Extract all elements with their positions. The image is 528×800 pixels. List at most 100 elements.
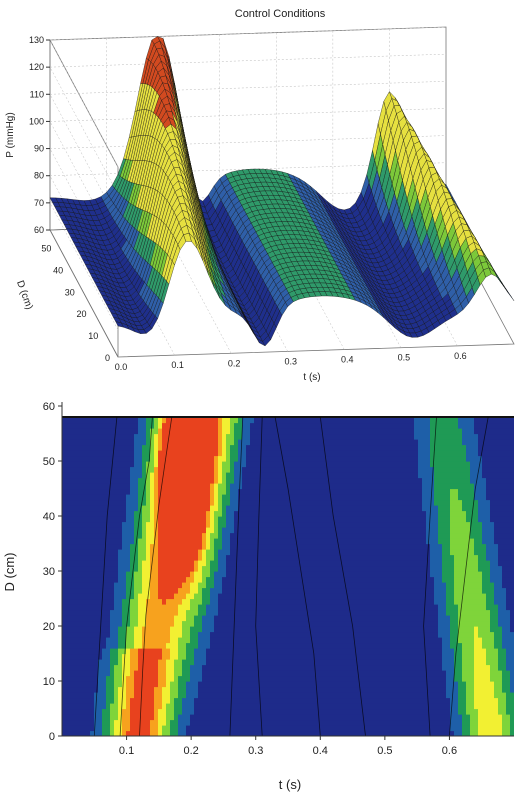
heatmap-cell xyxy=(234,521,239,528)
heatmap-cell xyxy=(230,565,235,572)
heatmap-cell xyxy=(246,686,251,693)
heatmap-cell xyxy=(234,483,239,490)
heatmap-cell xyxy=(138,576,143,583)
heatmap-cell xyxy=(154,659,159,666)
heatmap-cell xyxy=(210,571,215,578)
heatmap-cell xyxy=(66,565,71,572)
heatmap-cell xyxy=(114,609,119,616)
heatmap-cell xyxy=(146,417,151,424)
heatmap-cell xyxy=(154,532,159,539)
heatmap-cell xyxy=(86,417,91,424)
heatmap-cell xyxy=(78,549,83,556)
heatmap-cell xyxy=(210,615,215,622)
heatmap-cell xyxy=(250,719,255,726)
heatmap-cell xyxy=(94,642,99,649)
heatmap-cell xyxy=(62,675,67,682)
heatmap-cell xyxy=(174,532,179,539)
heatmap-cell xyxy=(78,428,83,435)
heatmap-cell xyxy=(86,615,91,622)
contour-y-axis-label: D (cm) xyxy=(2,553,17,592)
heatmap-cell xyxy=(122,439,127,446)
heatmap-cell xyxy=(214,406,219,413)
heatmap-cell xyxy=(182,626,187,633)
heatmap-cell xyxy=(78,521,83,528)
heatmap-cell xyxy=(118,642,123,649)
heatmap-cell xyxy=(214,477,219,484)
heatmap-cell xyxy=(198,604,203,611)
heatmap-cell xyxy=(190,708,195,715)
heatmap-cell xyxy=(126,417,131,424)
heatmap-cell xyxy=(114,538,119,545)
heatmap-cell xyxy=(102,439,107,446)
heatmap-cell xyxy=(138,637,143,644)
heatmap-cell xyxy=(134,587,139,594)
heatmap-cell xyxy=(86,466,91,473)
heatmap-cell xyxy=(218,609,223,616)
heatmap-cell xyxy=(222,565,227,572)
heatmap-cell xyxy=(174,565,179,572)
heatmap-cell xyxy=(130,499,135,506)
heatmap-cell xyxy=(234,488,239,495)
heatmap-cell xyxy=(246,417,251,424)
heatmap-cell xyxy=(110,675,115,682)
heatmap-cell xyxy=(186,461,191,468)
heatmap-cell xyxy=(154,554,159,561)
heatmap-cell xyxy=(190,576,195,583)
heatmap-cell xyxy=(194,450,199,457)
heatmap-cell xyxy=(202,516,207,523)
heatmap-cell xyxy=(122,653,127,660)
heatmap-cell xyxy=(154,411,159,418)
heatmap-cell xyxy=(70,488,75,495)
heatmap-cell xyxy=(146,488,151,495)
heatmap-cell xyxy=(118,417,123,424)
heatmap-cell xyxy=(190,681,195,688)
heatmap-cell xyxy=(170,472,175,479)
heatmap-cell xyxy=(166,505,171,512)
heatmap-cell xyxy=(70,521,75,528)
heatmap-cell xyxy=(146,697,151,704)
heatmap-cell xyxy=(114,730,119,736)
heatmap-cell xyxy=(198,714,203,721)
heatmap-cell xyxy=(86,450,91,457)
heatmap-cell xyxy=(218,593,223,600)
heatmap-cell xyxy=(170,582,175,589)
heatmap-cell xyxy=(106,615,111,622)
heatmap-cell xyxy=(138,598,143,605)
heatmap-cell xyxy=(110,406,115,413)
heatmap-cell xyxy=(178,444,183,451)
heatmap-cell xyxy=(166,697,171,704)
heatmap-cell xyxy=(138,499,143,506)
heatmap-cell xyxy=(234,598,239,605)
heatmap-cell xyxy=(242,609,247,616)
heatmap-cell xyxy=(70,411,75,418)
heatmap-cell xyxy=(202,488,207,495)
heatmap-cell xyxy=(174,697,179,704)
heatmap-cell xyxy=(82,670,87,677)
heatmap-cell xyxy=(186,477,191,484)
heatmap-cell xyxy=(138,675,143,682)
heatmap-cell xyxy=(234,417,239,424)
heatmap-cell xyxy=(158,730,163,736)
heatmap-cell xyxy=(242,626,247,633)
heatmap-cell xyxy=(174,488,179,495)
heatmap-cell xyxy=(130,703,135,710)
heatmap-cell xyxy=(86,560,91,567)
heatmap-cell xyxy=(178,461,183,468)
heatmap-cell xyxy=(198,406,203,413)
heatmap-cell xyxy=(202,554,207,561)
heatmap-cell xyxy=(190,637,195,644)
heatmap-cell xyxy=(174,527,179,534)
heatmap-cell xyxy=(182,571,187,578)
heatmap-cell xyxy=(70,472,75,479)
heatmap-cell xyxy=(130,444,135,451)
heatmap-cell xyxy=(222,719,227,726)
heatmap-cell xyxy=(170,725,175,732)
heatmap-cell xyxy=(182,593,187,600)
heatmap-cell xyxy=(246,664,251,671)
heatmap-cell xyxy=(182,681,187,688)
heatmap-cell xyxy=(222,642,227,649)
heatmap-cell xyxy=(106,686,111,693)
heatmap-cell xyxy=(118,411,123,418)
heatmap-cell xyxy=(222,593,227,600)
heatmap-cell xyxy=(74,505,79,512)
